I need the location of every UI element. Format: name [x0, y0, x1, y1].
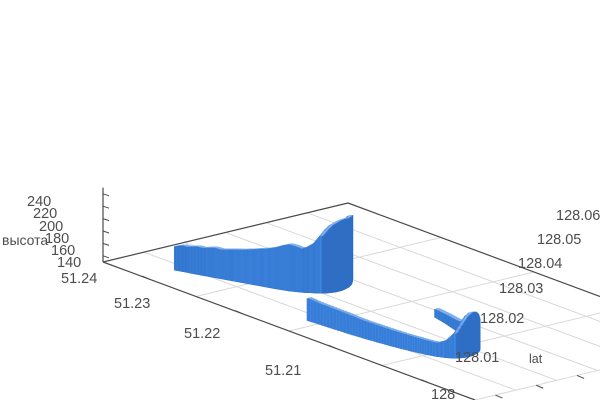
y-tick-128-02: 128.02	[480, 311, 524, 327]
axis-lines	[102, 187, 600, 400]
y-tick-128-03: 128.03	[499, 281, 543, 297]
z-axis-title: высота	[2, 232, 48, 248]
x-tick-clipped: 128	[431, 387, 455, 400]
y-tick-128-04: 128.04	[518, 256, 562, 272]
y-tick-128-01: 128.01	[455, 350, 499, 366]
x-tick-51-23: 51.23	[114, 296, 150, 312]
z-tick-200: 200	[39, 219, 63, 235]
data-bars	[173, 215, 481, 359]
z-tick-240: 240	[27, 194, 51, 210]
z-tick-140: 140	[57, 255, 81, 271]
z-tick-160: 160	[51, 243, 75, 259]
x-tick-51-21: 51.21	[265, 363, 301, 379]
y-tick-128-05: 128.05	[537, 232, 581, 248]
x-tick-51-24: 51.24	[61, 271, 97, 287]
x-tick-51-22: 51.22	[184, 326, 220, 342]
z-tick-220: 220	[33, 206, 57, 222]
y-tick-128-06: 128.06	[556, 208, 600, 224]
z-tick-180: 180	[45, 231, 69, 247]
lat-axis-title: lat	[529, 352, 543, 366]
